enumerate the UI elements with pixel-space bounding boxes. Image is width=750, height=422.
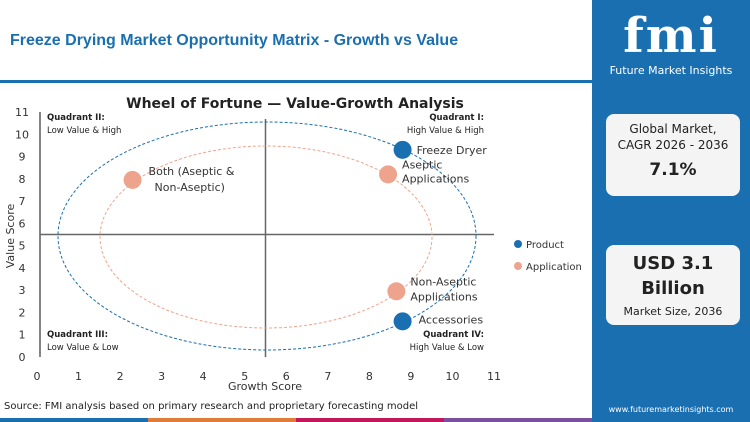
legend-marker bbox=[514, 262, 522, 270]
quadrant-desc: High Value & High bbox=[407, 126, 484, 136]
page-title: Freeze Drying Market Opportunity Matrix … bbox=[10, 32, 459, 49]
x-tick-label: 4 bbox=[200, 370, 207, 383]
chart-title: Wheel of Fortune — Value-Growth Analysis bbox=[126, 96, 464, 112]
y-tick-label: 1 bbox=[19, 329, 26, 342]
x-tick-label: 0 bbox=[34, 370, 41, 383]
x-tick-label: 11 bbox=[487, 370, 501, 383]
quadrant-name: Quadrant IV: bbox=[423, 330, 484, 340]
quadrant-desc: High Value & Low bbox=[410, 343, 484, 353]
market-size-value-1: USD 3.1 bbox=[632, 253, 714, 274]
data-point bbox=[393, 140, 412, 159]
quadrant-name: Quadrant I: bbox=[429, 113, 484, 123]
x-tick-label: 1 bbox=[75, 370, 82, 383]
point-label: Non-Aseptic bbox=[410, 275, 476, 288]
data-point bbox=[123, 170, 142, 189]
logo-subtitle: Future Market Insights bbox=[609, 64, 733, 77]
legend-marker bbox=[514, 240, 522, 248]
title-underline bbox=[0, 80, 592, 83]
y-tick-label: 5 bbox=[19, 240, 26, 253]
chart: Wheel of Fortune — Value-Growth Analysis… bbox=[4, 96, 582, 393]
y-tick-label: 0 bbox=[19, 351, 26, 364]
market-size-value-2: Billion bbox=[641, 278, 705, 299]
cagr-label-1: Global Market, bbox=[629, 122, 717, 136]
x-tick-label: 8 bbox=[366, 370, 373, 383]
data-point bbox=[379, 165, 398, 184]
sidebar: fmi Future Market Insights Global Market… bbox=[592, 0, 750, 422]
cagr-label-2: CAGR 2026 - 2036 bbox=[617, 138, 729, 152]
y-tick-label: 4 bbox=[19, 262, 26, 275]
x-tick-label: 10 bbox=[445, 370, 459, 383]
point-label: Accessories bbox=[419, 313, 484, 326]
y-tick-label: 2 bbox=[19, 306, 26, 319]
point-label: Applications bbox=[402, 172, 469, 185]
x-tick-label: 2 bbox=[117, 370, 124, 383]
y-tick-label: 8 bbox=[19, 173, 26, 186]
legend-label: Product bbox=[526, 240, 564, 251]
data-point bbox=[393, 312, 412, 331]
quadrant-desc: Low Value & High bbox=[47, 126, 121, 136]
y-tick-label: 9 bbox=[19, 151, 26, 164]
y-tick-label: 7 bbox=[19, 195, 26, 208]
y-tick-label: 11 bbox=[15, 106, 29, 119]
point-label: Freeze Dryer bbox=[417, 144, 488, 157]
x-axis-label: Growth Score bbox=[228, 380, 302, 393]
quadrant-name: Quadrant III: bbox=[47, 330, 108, 340]
cagr-value: 7.1% bbox=[649, 160, 697, 180]
market-size-label: Market Size, 2036 bbox=[623, 305, 723, 318]
cagr-card: Global Market, CAGR 2026 - 2036 7.1% bbox=[606, 114, 740, 196]
market-size-card: USD 3.1 Billion Market Size, 2036 bbox=[606, 245, 740, 325]
fmi-logo: fmi bbox=[623, 8, 719, 64]
source-note: Source: FMI analysis based on primary re… bbox=[4, 401, 419, 412]
quadrant-name: Quadrant II: bbox=[47, 113, 105, 123]
legend-label: Application bbox=[526, 262, 582, 273]
website-link[interactable]: www.futuremarketinsights.com bbox=[608, 405, 734, 414]
y-axis-label: Value Score bbox=[4, 204, 17, 269]
x-tick-label: 9 bbox=[407, 370, 414, 383]
point-label: Aseptic bbox=[402, 158, 442, 171]
point-label: Both (Aseptic & bbox=[149, 165, 235, 178]
color-strip bbox=[0, 418, 592, 422]
data-point bbox=[387, 282, 406, 301]
inner-wheel-application bbox=[99, 145, 433, 329]
quadrant-desc: Low Value & Low bbox=[47, 343, 119, 353]
point-label: Non-Aseptic) bbox=[155, 181, 225, 194]
point-label: Applications bbox=[410, 290, 477, 303]
x-tick-label: 3 bbox=[158, 370, 165, 383]
y-tick-label: 10 bbox=[15, 128, 29, 141]
x-tick-label: 7 bbox=[324, 370, 331, 383]
x-tick-label: 5 bbox=[241, 370, 248, 383]
x-tick-label: 6 bbox=[283, 370, 290, 383]
y-tick-label: 3 bbox=[19, 284, 26, 297]
y-tick-label: 6 bbox=[19, 217, 26, 230]
outer-wheel-product bbox=[57, 121, 477, 351]
